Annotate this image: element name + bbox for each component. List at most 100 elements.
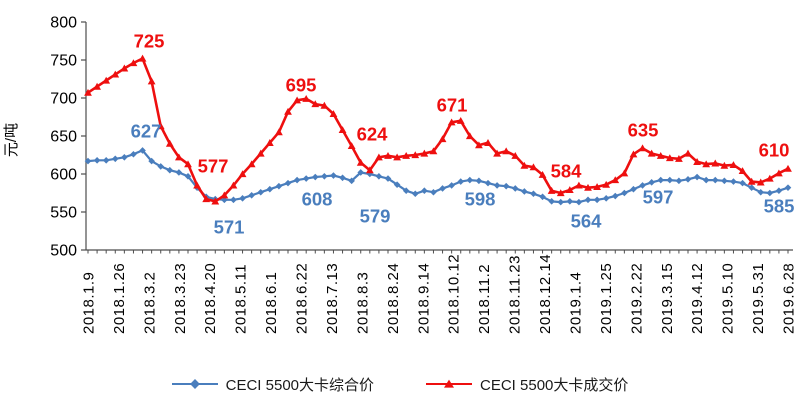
triangle-marker-icon [147, 77, 156, 85]
legend-line-diamond-icon [171, 379, 218, 389]
annotations: 725 627 577 571 695 608 624 579 671 598 584 564 635 5… [131, 31, 795, 238]
diamond-marker-icon [784, 184, 792, 191]
diamond-marker-icon [130, 150, 137, 158]
data-callout: 598 [465, 189, 496, 210]
diamond-marker-icon [657, 176, 665, 184]
diamond-marker-icon [730, 178, 737, 185]
triangle-marker-icon [475, 141, 483, 149]
triangle-marker-icon [529, 163, 538, 171]
diamond-marker-icon [348, 177, 355, 185]
y-tick-label: 550 [50, 205, 77, 222]
diamond-marker-icon [748, 184, 755, 191]
triangle-marker-icon [565, 186, 574, 194]
diamond-marker-icon [302, 175, 310, 182]
y-tick-label: 500 [50, 243, 77, 260]
triangle-marker-icon [411, 151, 420, 159]
diamond-marker-icon [757, 188, 765, 196]
triangle-marker-icon [302, 94, 311, 102]
triangle-marker-icon [184, 160, 192, 168]
data-callout: 610 [759, 140, 790, 161]
y-tick-label: 700 [50, 91, 77, 108]
diamond-marker-icon [430, 188, 437, 196]
diamond-marker-icon [775, 187, 783, 195]
triangle-marker-icon [511, 151, 520, 159]
diamond-marker-icon [84, 157, 92, 165]
diamond-marker-icon [111, 155, 119, 163]
triangle-marker-icon [575, 181, 583, 189]
x-tick-label: 2018.8.3 [354, 272, 371, 334]
series-transaction [84, 54, 792, 205]
triangle-marker-icon [175, 153, 183, 161]
x-tick-label: 2019.2.22 [628, 263, 645, 334]
triangle-marker-icon [484, 139, 492, 146]
triangle-marker-icon [238, 170, 247, 178]
triangle-marker-icon [93, 82, 101, 90]
triangle-marker-icon [656, 151, 665, 159]
triangle-marker-icon [547, 186, 556, 194]
triangle-marker-icon [493, 149, 501, 157]
triangle-marker-icon [84, 88, 92, 96]
x-tick-label: 2018.5.11 [233, 264, 250, 334]
x-tick-label: 2018.4.20 [202, 263, 219, 334]
triangle-marker-icon [120, 64, 129, 72]
diamond-marker-icon [575, 198, 583, 206]
legend-label-transaction: CECI 5500大卡成交价 [480, 376, 629, 394]
triangle-marker-icon [520, 161, 529, 169]
diamond-marker-icon [439, 185, 446, 192]
diamond-marker-icon [166, 166, 174, 174]
triangle-marker-icon [365, 166, 374, 174]
triangle-marker-icon [711, 159, 720, 167]
data-callout: 635 [628, 120, 659, 141]
triangle-marker-icon [620, 169, 629, 177]
diamond-marker-icon [511, 185, 519, 192]
x-tick-label: 2018.1.9 [81, 272, 98, 334]
x-tick-label: 2018.9.14 [415, 263, 432, 334]
diamond-marker-icon [630, 185, 637, 193]
diamond-marker-icon [702, 176, 710, 184]
triangle-marker-icon [347, 142, 356, 149]
diamond-marker-icon [639, 182, 646, 189]
x-axis-ticks [87, 250, 789, 254]
diamond-marker-icon [466, 176, 474, 184]
triangle-marker-icon [729, 161, 738, 168]
diamond-marker-icon [502, 182, 510, 190]
diamond-marker-icon [175, 169, 183, 176]
y-tick-label: 600 [50, 167, 77, 184]
diamond-marker-icon [675, 177, 683, 185]
diamond-marker-icon [148, 157, 155, 165]
triangle-marker-icon [202, 195, 211, 203]
x-tick-label: 2018.8.24 [385, 263, 402, 334]
diamond-marker-icon [311, 173, 319, 181]
diamond-marker-icon [93, 157, 101, 164]
data-callout: 608 [302, 189, 333, 210]
diamond-marker-icon [402, 187, 410, 195]
x-tick-label: 2018.12.14 [537, 254, 554, 334]
diamond-marker-icon [602, 195, 610, 202]
triangle-marker-icon [229, 181, 238, 189]
diamond-marker-icon [693, 173, 701, 181]
x-axis-labels: 2018.1.9 2018.1.26 2018.3.2 2018.3.23 2018.4… [81, 254, 798, 334]
diamond-marker-icon [339, 174, 346, 182]
triangle-marker-icon [429, 147, 438, 155]
triangle-marker-icon [111, 70, 120, 78]
diamond-marker-icon [457, 178, 465, 185]
triangle-marker-icon [756, 178, 765, 186]
data-callout: 725 [134, 31, 165, 52]
diamond-marker-icon [684, 176, 692, 183]
diamond-marker-icon [566, 198, 574, 205]
triangle-marker-icon [420, 149, 429, 157]
triangle-marker-icon [638, 144, 647, 152]
triangle-marker-icon [265, 139, 274, 146]
x-tick-label: 2018.6.22 [294, 263, 311, 334]
diamond-marker-icon [493, 182, 501, 189]
x-tick-label: 2019.5.31 [750, 263, 767, 334]
triangle-marker-icon [393, 153, 401, 161]
triangle-marker-icon [456, 117, 465, 124]
diamond-marker-icon [739, 179, 746, 187]
triangle-marker-icon [375, 153, 383, 161]
x-tick-label: 2018.7.13 [324, 263, 341, 334]
data-callout: 564 [571, 211, 603, 232]
triangle-marker-icon [747, 177, 756, 185]
triangle-marker-icon [629, 150, 638, 158]
diamond-marker-icon [284, 179, 292, 187]
